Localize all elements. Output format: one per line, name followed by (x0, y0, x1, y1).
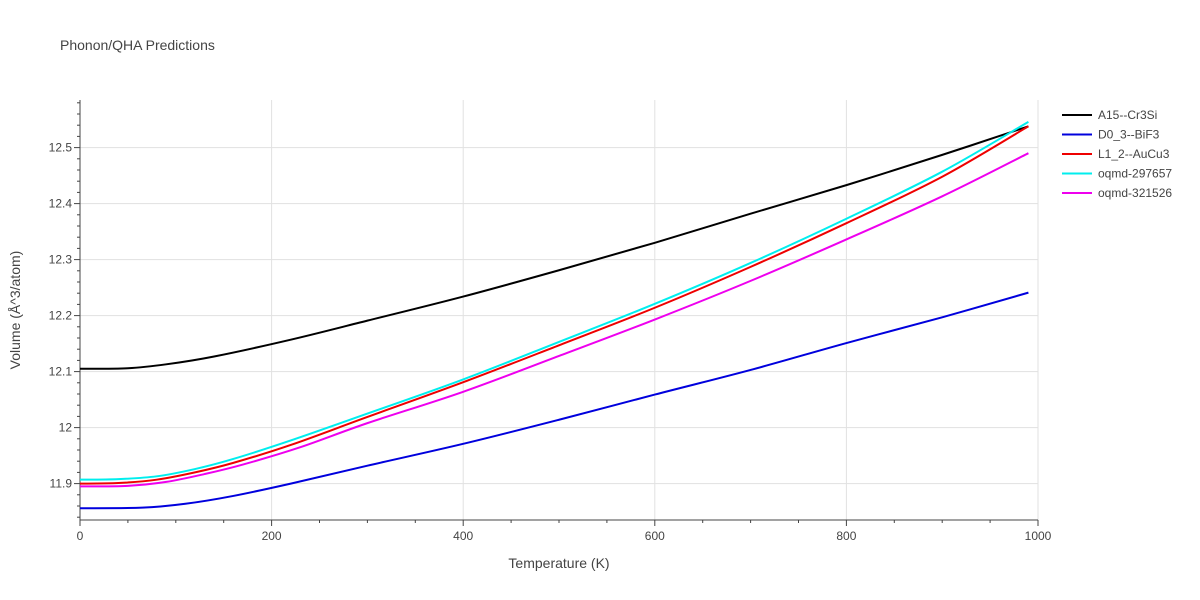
plot-area (79, 120, 1029, 510)
x-tick-label: 1000 (1025, 529, 1052, 543)
y-tick-label: 12.2 (49, 309, 73, 323)
chart-title: Phonon/QHA Predictions (60, 37, 215, 53)
y-tick-label: 12 (59, 421, 73, 435)
y-axis-label: Volume (Å^3/atom) (7, 251, 23, 370)
series-line-oqmd-321526 (79, 152, 1029, 488)
legend-item[interactable]: A15--Cr3Si (1062, 108, 1157, 122)
y-tick-label: 12.1 (49, 365, 73, 379)
x-tick-label: 600 (645, 529, 665, 543)
legend-label: A15--Cr3Si (1098, 108, 1157, 122)
x-tick-label: 800 (836, 529, 856, 543)
axes: 0 200 400 600 800 1000 11.9 12 12.1 12.2 12.3 12.4 1… (49, 100, 1052, 543)
y-tick-label: 12.5 (49, 141, 73, 155)
series-line-L1_2--AuCu3 (79, 125, 1029, 485)
x-axis-label: Temperature (K) (508, 555, 609, 571)
y-tick-label: 12.4 (49, 197, 73, 211)
legend-item[interactable]: oqmd-297657 (1062, 167, 1172, 181)
legend-item[interactable]: oqmd-321526 (1062, 186, 1172, 200)
legend-label: oqmd-321526 (1098, 186, 1172, 200)
series-line-D0_3--BiF3 (79, 291, 1029, 510)
legend-label: oqmd-297657 (1098, 167, 1172, 181)
y-tick-label: 11.9 (50, 477, 73, 491)
y-tick-label: 12.3 (49, 253, 73, 267)
legend-label: L1_2--AuCu3 (1098, 147, 1170, 161)
legend-label: D0_3--BiF3 (1098, 128, 1160, 142)
x-tick-label: 400 (453, 529, 473, 543)
legend-item[interactable]: D0_3--BiF3 (1062, 128, 1160, 142)
legend: A15--Cr3Si D0_3--BiF3 L1_2--AuCu3 oqmd-2976… (1062, 108, 1172, 200)
grid (80, 100, 1039, 520)
x-tick-label: 0 (77, 529, 84, 543)
series-line-oqmd-297657 (79, 120, 1029, 481)
legend-item[interactable]: L1_2--AuCu3 (1062, 147, 1170, 161)
series-line-A15--Cr3Si (79, 125, 1029, 370)
x-tick-label: 200 (262, 529, 282, 543)
